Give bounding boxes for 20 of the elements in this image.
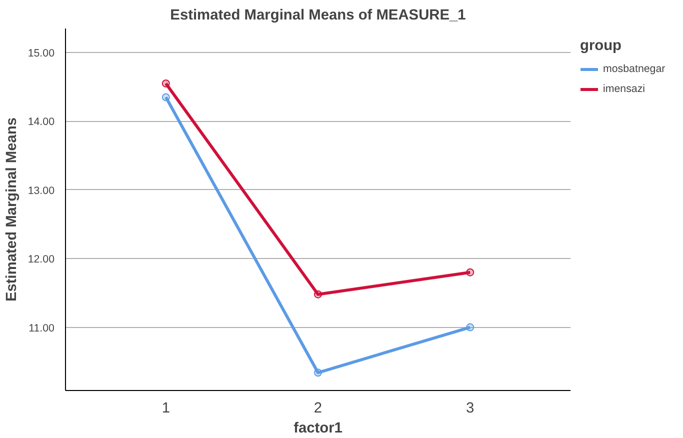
point	[466, 268, 474, 276]
chart-title: Estimated Marginal Means of MEASURE_1	[170, 8, 466, 24]
y-tick-label: 13.00	[28, 184, 55, 197]
y-tick-label: 14.00	[28, 116, 55, 128]
x-axis-title: factor1	[294, 420, 342, 436]
point	[314, 368, 322, 377]
point	[466, 323, 474, 332]
y-tick-label: 12.00	[28, 254, 55, 266]
y-axis-title: Estimated Marginal Means	[4, 117, 20, 302]
legend-title: group	[580, 38, 623, 54]
legend-label: mosbatnegar	[603, 63, 666, 75]
y-tick-label: 15.00	[28, 48, 55, 60]
legend-label: imensazi	[603, 83, 646, 95]
point	[162, 79, 170, 88]
x-tick-label: 2	[314, 400, 322, 416]
x-tick-label: 1	[162, 400, 170, 416]
y-tick-label: 11.00	[28, 322, 55, 334]
point	[314, 290, 322, 298]
x-tick-label: 3	[466, 400, 474, 416]
point	[162, 93, 170, 102]
